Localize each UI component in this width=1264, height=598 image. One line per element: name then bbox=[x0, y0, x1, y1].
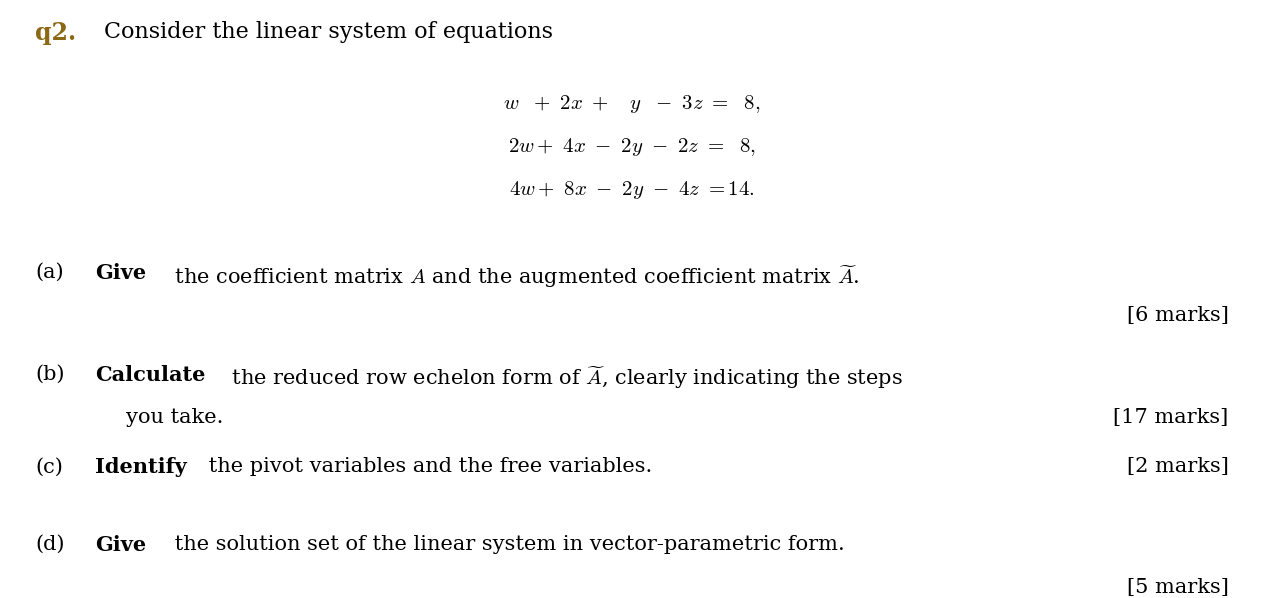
Text: (c): (c) bbox=[35, 457, 63, 477]
Text: Identify: Identify bbox=[95, 457, 187, 477]
Text: [17 marks]: [17 marks] bbox=[1114, 408, 1229, 427]
Text: [5 marks]: [5 marks] bbox=[1126, 578, 1229, 597]
Text: $4w + \ 8x \ - \ 2y \ - \ 4z \ = 14.$: $4w + \ 8x \ - \ 2y \ - \ 4z \ = 14.$ bbox=[509, 179, 755, 201]
Text: the pivot variables and the free variables.: the pivot variables and the free variabl… bbox=[202, 457, 652, 477]
Text: you take.: you take. bbox=[126, 408, 224, 427]
Text: Consider the linear system of equations: Consider the linear system of equations bbox=[104, 21, 552, 43]
Text: $2w + \ 4x \ - \ 2y \ - \ 2z \ = \ \ 8,$: $2w + \ 4x \ - \ 2y \ - \ 2z \ = \ \ 8,$ bbox=[508, 136, 756, 158]
Text: (d): (d) bbox=[35, 535, 64, 554]
Text: Give: Give bbox=[95, 535, 145, 555]
Text: the reduced row echelon form of $\widetilde{A}$, clearly indicating the steps: the reduced row echelon form of $\wideti… bbox=[225, 365, 902, 391]
Text: [2 marks]: [2 marks] bbox=[1126, 457, 1229, 477]
Text: $w \ \ + \ 2x \ + \ \ \ y \ \ - \ 3z \ = \ \ 8,$: $w \ \ + \ 2x \ + \ \ \ y \ \ - \ 3z \ =… bbox=[503, 93, 761, 115]
Text: the solution set of the linear system in vector-parametric form.: the solution set of the linear system in… bbox=[168, 535, 844, 554]
Text: (a): (a) bbox=[35, 263, 64, 282]
Text: q2.: q2. bbox=[35, 21, 77, 45]
Text: the coefficient matrix $A$ and the augmented coefficient matrix $\widetilde{A}$.: the coefficient matrix $A$ and the augme… bbox=[168, 263, 860, 289]
Text: Calculate: Calculate bbox=[95, 365, 205, 385]
Text: (b): (b) bbox=[35, 365, 64, 384]
Text: [6 marks]: [6 marks] bbox=[1126, 306, 1229, 325]
Text: Give: Give bbox=[95, 263, 145, 283]
